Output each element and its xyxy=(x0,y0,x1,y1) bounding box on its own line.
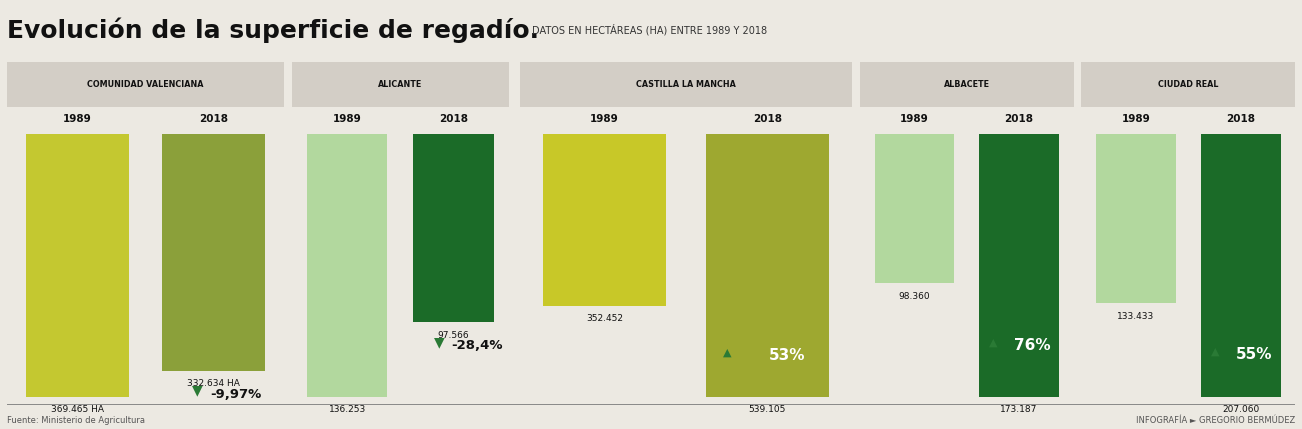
Bar xyxy=(1096,134,1176,303)
Text: 1989: 1989 xyxy=(900,114,928,124)
Bar xyxy=(1082,62,1295,107)
Text: 97.566: 97.566 xyxy=(437,331,469,340)
Text: CASTILLA LA MANCHA: CASTILLA LA MANCHA xyxy=(635,80,736,89)
Text: DATOS EN HECTÁREAS (HA) ENTRE 1989 Y 2018: DATOS EN HECTÁREAS (HA) ENTRE 1989 Y 201… xyxy=(533,24,768,36)
Bar xyxy=(7,62,284,107)
Bar xyxy=(26,134,129,397)
Text: 2018: 2018 xyxy=(199,114,228,124)
Bar xyxy=(979,134,1059,397)
Text: 332.634 HA: 332.634 HA xyxy=(187,379,240,388)
Text: 207.060: 207.060 xyxy=(1223,405,1259,414)
Text: 55%: 55% xyxy=(1236,347,1272,362)
Text: ALICANTE: ALICANTE xyxy=(379,80,423,89)
Text: Fuente: Ministerio de Agricultura: Fuente: Ministerio de Agricultura xyxy=(7,417,145,426)
Text: ▲: ▲ xyxy=(990,337,997,347)
Text: 2018: 2018 xyxy=(1226,114,1255,124)
Text: -9,97%: -9,97% xyxy=(211,387,262,401)
Text: 1989: 1989 xyxy=(590,114,618,124)
Text: 369.465 HA: 369.465 HA xyxy=(51,405,104,414)
Bar xyxy=(875,134,954,283)
Text: 133.433: 133.433 xyxy=(1117,312,1155,321)
Text: 2018: 2018 xyxy=(439,114,467,124)
Text: 1989: 1989 xyxy=(1121,114,1151,124)
Text: ▲: ▲ xyxy=(1211,347,1220,356)
Text: 2018: 2018 xyxy=(753,114,781,124)
Text: 1989: 1989 xyxy=(333,114,362,124)
Text: 53%: 53% xyxy=(768,348,806,363)
Bar xyxy=(543,134,665,306)
Text: ▲: ▲ xyxy=(723,347,732,357)
Text: COMUNIDAD VALENCIANA: COMUNIDAD VALENCIANA xyxy=(87,80,203,89)
Bar xyxy=(1202,134,1280,397)
Text: ▼: ▼ xyxy=(435,335,445,349)
Bar xyxy=(414,134,493,322)
Text: ▼: ▼ xyxy=(191,384,202,398)
Text: 76%: 76% xyxy=(1013,338,1051,353)
Text: Evolución de la superficie de regadío.: Evolución de la superficie de regadío. xyxy=(7,17,539,42)
Text: 98.360: 98.360 xyxy=(898,292,930,301)
Text: CIUDAD REAL: CIUDAD REAL xyxy=(1159,80,1219,89)
Bar xyxy=(161,134,264,371)
Bar xyxy=(519,62,852,107)
Text: 1989: 1989 xyxy=(62,114,91,124)
Bar xyxy=(292,62,509,107)
Bar xyxy=(307,134,388,397)
Text: 173.187: 173.187 xyxy=(1000,405,1038,414)
Text: -28,4%: -28,4% xyxy=(452,339,503,352)
Text: ALBACETE: ALBACETE xyxy=(944,80,990,89)
Text: 539.105: 539.105 xyxy=(749,405,786,414)
Text: 136.253: 136.253 xyxy=(328,405,366,414)
Bar xyxy=(859,62,1074,107)
Bar xyxy=(706,134,828,397)
Text: 2018: 2018 xyxy=(1005,114,1034,124)
Text: INFOGRAFÍA ► GREGORIO BERMÚDEZ: INFOGRAFÍA ► GREGORIO BERMÚDEZ xyxy=(1137,417,1295,426)
Text: 352.452: 352.452 xyxy=(586,314,622,323)
